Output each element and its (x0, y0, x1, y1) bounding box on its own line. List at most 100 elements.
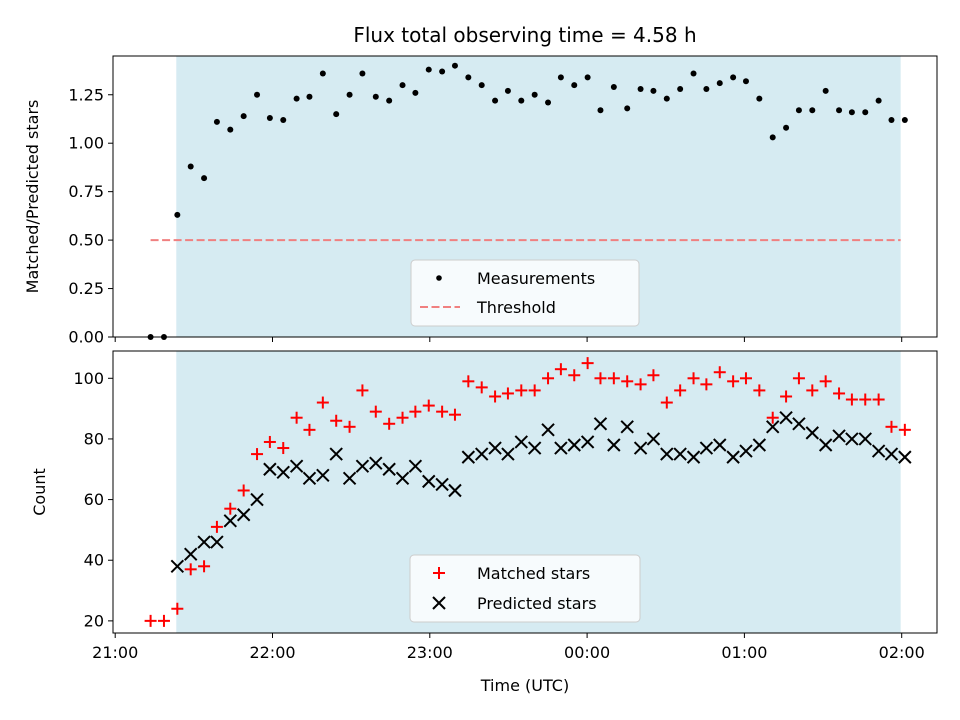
y-tick-label: 0.50 (68, 231, 104, 250)
measurement-point (862, 109, 869, 116)
measurement-point (901, 116, 908, 123)
measurement-point (187, 163, 194, 170)
matched-star-point (528, 384, 541, 397)
predicted-star-point (488, 441, 502, 455)
matched-star-point (448, 408, 461, 421)
predicted-star-point (236, 508, 251, 522)
measurement-point (425, 66, 432, 73)
measurement-point (439, 68, 446, 75)
predicted-star-point (607, 438, 621, 452)
matched-star-point (330, 414, 343, 427)
y-tick-label: 20 (84, 611, 104, 630)
ratio-y-axis-label: Matched/Predicted stars (23, 100, 42, 294)
matched-star-point (621, 375, 634, 388)
matched-star-point (554, 363, 567, 376)
measurement-point (346, 91, 353, 98)
measurement-point (571, 82, 578, 89)
predicted-star-point (316, 468, 330, 483)
x-tick-label: 22:00 (249, 643, 295, 662)
matched-star-point (436, 405, 449, 418)
measurement-point (888, 116, 895, 123)
matched-star-point (157, 614, 170, 627)
predicted-star-point (289, 459, 304, 473)
predicted-star-point (514, 435, 529, 449)
measurement-point (372, 93, 379, 100)
measurement-point (293, 95, 300, 102)
matched-star-point (290, 411, 303, 424)
matched-star-point (687, 372, 700, 385)
predicted-star-point (818, 438, 833, 452)
measurement-point (451, 62, 458, 69)
measurement-point (319, 70, 326, 77)
matched-star-point (303, 423, 316, 436)
matched-star-point (210, 520, 223, 533)
predicted-star-point (541, 423, 555, 437)
predicted-star-point (170, 559, 185, 573)
matched-star-point (409, 405, 422, 418)
measurement-point (266, 115, 273, 122)
predicted-star-point (435, 477, 449, 492)
count-legend-box (409, 554, 641, 623)
predicted-star-point (884, 447, 899, 461)
x-tick-label: 00:00 (564, 643, 610, 662)
matched-star-point (237, 484, 250, 497)
predicted-star-point (250, 492, 264, 507)
ratio-legend-box (410, 259, 640, 327)
x-tick-label: 02:00 (879, 643, 925, 662)
matched-star-point (184, 563, 197, 576)
matched-star-point (607, 372, 620, 385)
measurement-point (809, 107, 816, 114)
matched-star-point (806, 384, 819, 397)
measurement-point (213, 118, 220, 125)
measurement-point (848, 109, 855, 116)
matched-star-point (713, 366, 726, 379)
measurement-point (465, 74, 472, 81)
predicted-star-point (302, 471, 317, 486)
count-legend: Matched stars Predicted stars (409, 554, 641, 623)
matched-star-point (515, 384, 528, 397)
ratio-panel: 0.00 0.25 0.50 0.75 1.00 1.25 Matched/Predict… (23, 55, 938, 347)
predicted-star-point (448, 483, 462, 498)
measurement-point (875, 97, 882, 104)
x-tick-label: 21:00 (92, 643, 138, 662)
measurement-point (677, 85, 684, 92)
matched-star-point (489, 390, 502, 403)
predicted-star-point (355, 459, 370, 473)
measurement-point (492, 97, 499, 104)
predicted-star-point (197, 535, 211, 549)
y-tick-label: 1.00 (68, 134, 104, 153)
predicted-star-point (752, 438, 767, 452)
measurement-point (412, 89, 419, 96)
measurement-point (769, 134, 776, 141)
ratio-legend: Measurements Threshold (410, 259, 640, 327)
predicted-star-point (408, 459, 423, 473)
y-tick-label: 0.00 (68, 328, 104, 347)
matched-star-point (727, 375, 740, 388)
matched-star-point (898, 423, 911, 436)
matched-legend-marker (433, 567, 445, 579)
matched-star-point (568, 369, 581, 382)
ratio-panel-frame (112, 55, 938, 338)
x-tick-label: 23:00 (407, 643, 453, 662)
y-tick-label: 60 (84, 490, 104, 509)
measurement-point (531, 91, 538, 98)
measurement-point (716, 80, 723, 87)
matched-star-point (171, 602, 184, 615)
chart-title: Flux total observing time = 4.58 h (353, 23, 696, 47)
predicted-star-point (263, 462, 277, 476)
threshold-legend-label: Threshold (476, 298, 556, 317)
measurement-point (624, 105, 631, 112)
predicted-star-point (475, 447, 489, 461)
matched-star-point (462, 375, 475, 388)
predicted-star-point (461, 450, 476, 464)
measurement-point (174, 211, 181, 218)
predicted-star-point (329, 447, 343, 461)
matched-star-point (263, 435, 276, 448)
measurement-point (227, 126, 234, 133)
predicted-star-point (422, 474, 436, 489)
y-tick-label: 100 (73, 369, 104, 388)
predicted-star-point (779, 411, 793, 425)
predicted-star-point (739, 444, 753, 458)
count-y-axis-label: Count (30, 468, 49, 516)
measurement-point (478, 82, 485, 89)
